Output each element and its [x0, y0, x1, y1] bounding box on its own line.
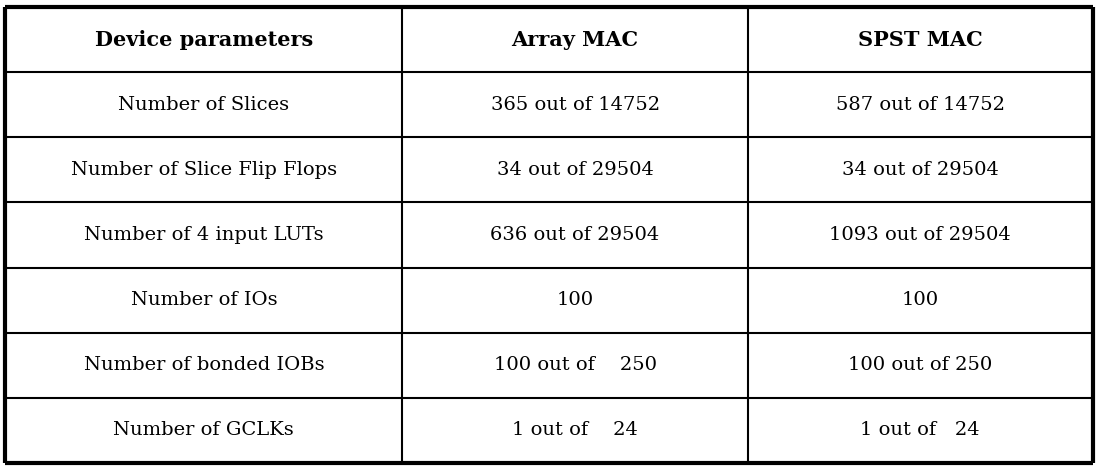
Text: 365 out of 14752: 365 out of 14752 — [491, 96, 660, 114]
Text: 34 out of 29504: 34 out of 29504 — [842, 161, 999, 179]
Text: 587 out of 14752: 587 out of 14752 — [836, 96, 1005, 114]
Text: Number of bonded IOBs: Number of bonded IOBs — [83, 356, 324, 374]
Text: Number of Slices: Number of Slices — [119, 96, 290, 114]
Text: Number of IOs: Number of IOs — [131, 291, 277, 309]
Text: 34 out of 29504: 34 out of 29504 — [496, 161, 653, 179]
Text: 100 out of    250: 100 out of 250 — [494, 356, 657, 374]
Text: 1 out of    24: 1 out of 24 — [512, 422, 638, 439]
Text: 1093 out of 29504: 1093 out of 29504 — [829, 226, 1011, 244]
Text: 1 out of   24: 1 out of 24 — [861, 422, 981, 439]
Text: SPST MAC: SPST MAC — [858, 30, 983, 50]
Text: Number of 4 input LUTs: Number of 4 input LUTs — [85, 226, 324, 244]
Text: Number of Slice Flip Flops: Number of Slice Flip Flops — [70, 161, 337, 179]
Text: Number of GCLKs: Number of GCLKs — [113, 422, 294, 439]
Text: 100: 100 — [901, 291, 939, 309]
Text: Array MAC: Array MAC — [512, 30, 639, 50]
Text: 100: 100 — [557, 291, 594, 309]
Text: Device parameters: Device parameters — [94, 30, 313, 50]
Text: 636 out of 29504: 636 out of 29504 — [491, 226, 660, 244]
Text: 100 out of 250: 100 out of 250 — [848, 356, 993, 374]
